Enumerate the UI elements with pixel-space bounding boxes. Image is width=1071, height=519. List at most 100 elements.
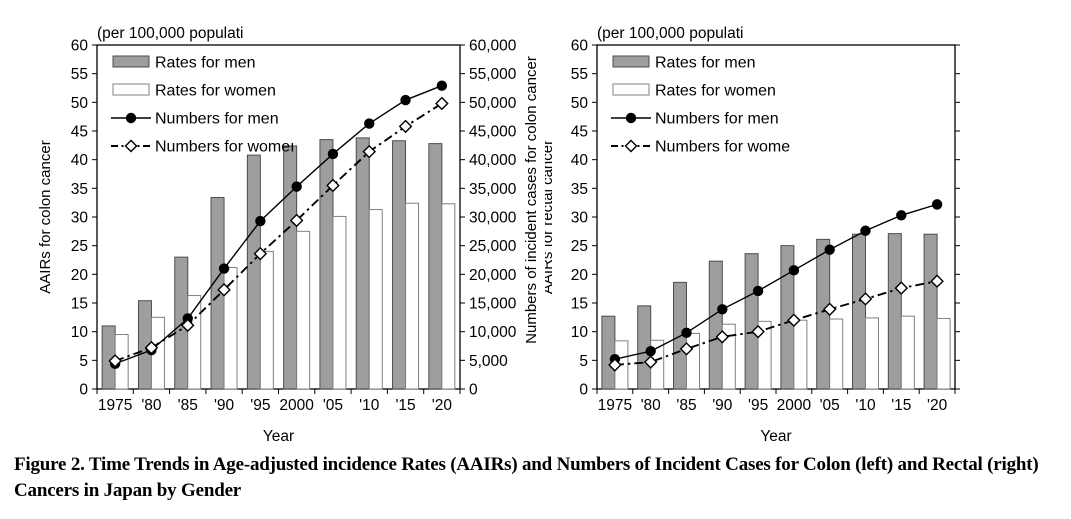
- marker-dot-numbers-for-men: [436, 80, 448, 91]
- legend-label-numbers-for-men: Numbers for men: [155, 111, 279, 128]
- legend-marker-diamond: [624, 139, 638, 153]
- figure-caption: Figure 2. Time Trends in Age-adjusted in…: [14, 454, 1039, 501]
- marker-dot-numbers-for-men: [931, 199, 943, 210]
- x-tick-label: 2000: [777, 397, 812, 414]
- y-tick-label-left: 35: [571, 181, 588, 198]
- y-tick-label-left: 0: [579, 382, 588, 399]
- bar-rates-for-men: [319, 139, 334, 390]
- marker-diamond-numbers-for-women: [435, 96, 449, 111]
- x-tick-label: '05: [323, 397, 343, 414]
- bars-rates-for-women: [614, 315, 951, 390]
- x-tick-label: '90: [214, 397, 235, 414]
- y-tick-label-right: 50,000: [469, 95, 517, 112]
- rectal-cancer-chart: (per 100,000 populati 0 5 10 15 20 25 30 35 40 45 5…: [539, 0, 1071, 450]
- marker-diamond-numbers-for-women: [858, 292, 873, 306]
- bar-rates-for-women: [757, 320, 772, 390]
- bar-rates-for-women: [405, 202, 420, 390]
- bar-rates-for-men: [601, 315, 616, 390]
- marker-diamond-numbers-for-women: [289, 213, 304, 228]
- bars-rates-for-women: [114, 202, 456, 390]
- x-tick-label: 2000: [279, 397, 314, 414]
- x-tick-label: '05: [820, 397, 840, 414]
- y-tick-label-left: 20: [571, 267, 589, 284]
- legend: Rates for men Rates for women Numbers for …: [611, 55, 790, 156]
- legend-swatch-rates-for-women: [112, 83, 150, 96]
- legend-swatch-rates-for-men: [612, 55, 650, 68]
- marker-dot-numbers-for-men: [788, 265, 800, 276]
- bar-rates-for-women: [259, 250, 274, 390]
- marker-dot-numbers-for-men: [400, 94, 411, 106]
- line-numbers-for-men: [114, 85, 443, 365]
- legend-marker-dot: [125, 112, 137, 124]
- x-tick-label: '20: [432, 397, 453, 414]
- marker-diamond-numbers-for-women: [608, 358, 622, 372]
- legend-marker-diamond: [124, 139, 138, 153]
- marker-diamond-numbers-for-women: [326, 178, 340, 193]
- marker-diamond-numbers-for-women: [398, 119, 413, 134]
- marker-dot-numbers-for-men: [860, 225, 871, 236]
- bars-rates-for-men: [601, 233, 938, 390]
- x-tick-label: 1975: [598, 397, 632, 414]
- y-tick-label-left: 40: [71, 152, 89, 169]
- marker-diamond-numbers-for-women: [894, 281, 909, 295]
- x-axis-title: Year: [760, 428, 791, 445]
- legend: Rates for men Rates for women Numbers for …: [111, 55, 295, 156]
- x-tick-label: '15: [395, 397, 415, 414]
- legend-label-rates-for-men: Rates for men: [155, 55, 255, 72]
- y-tick-label-right: 5,000: [469, 353, 508, 370]
- axis-ticks: [592, 44, 960, 394]
- y-axis-title-left: AAIRs for rectal cancer: [545, 140, 556, 294]
- y-tick-label-left: 15: [71, 296, 88, 313]
- axis-tick-labels: 0 5 10 15 20 25 30 35 40 45 50 55 60: [571, 38, 589, 399]
- markers-numbers-for-women: [608, 274, 944, 372]
- y-tick-label-left: 50: [71, 95, 89, 112]
- marker-dot-numbers-for-men: [327, 148, 339, 160]
- y-tick-label-left: 55: [571, 66, 588, 83]
- y-tick-label-right: 20,000: [469, 267, 517, 284]
- y-tick-label-right: 25,000: [469, 238, 517, 255]
- x-tick-label: '80: [641, 397, 662, 414]
- axis-ticks: [92, 44, 465, 394]
- marker-diamond-numbers-for-women: [144, 340, 159, 355]
- marker-dot-numbers-for-men: [182, 313, 193, 324]
- bar-rates-for-women: [686, 332, 700, 390]
- line-numbers-for-women: [614, 280, 938, 366]
- bar-rates-for-women: [223, 266, 238, 390]
- legend-swatch-rates-for-women: [612, 83, 650, 96]
- marker-diamond-numbers-for-women: [822, 302, 837, 317]
- y-tick-label-right: 60,000: [469, 38, 517, 55]
- legend-label-numbers-for-men: Numbers for men: [655, 111, 779, 128]
- y-tick-label-left: 5: [579, 353, 588, 370]
- x-tick-label: '95: [748, 397, 768, 414]
- y-tick-label-right: 40,000: [469, 152, 517, 169]
- y-tick-label-right: 45,000: [469, 124, 517, 141]
- x-tick-label: 1975: [98, 397, 132, 414]
- legend-label-rates-for-women: Rates for women: [155, 83, 276, 100]
- x-tick-label: '15: [891, 397, 911, 414]
- y-tick-label-left: 20: [71, 267, 89, 284]
- bar-rates-for-women: [332, 215, 347, 390]
- bar-rates-for-women: [296, 230, 311, 390]
- x-tick-label: '10: [359, 397, 380, 414]
- axis-tick-labels: 0 5 10 15 20 25 30 35 40 45 50 55 60 0 5,000 10,000 15,0…: [71, 38, 517, 399]
- y-tick-label-right: 30,000: [469, 210, 517, 227]
- y-tick-label-left: 45: [71, 124, 88, 141]
- x-tick-label: '85: [178, 397, 198, 414]
- markers-numbers-for-women: [108, 96, 449, 368]
- y-tick-label-right: 15,000: [469, 296, 517, 313]
- bar-rates-for-women: [900, 315, 915, 390]
- legend-label-numbers-for-women: Numbers for wome: [655, 139, 790, 156]
- y-tick-label-left: 30: [71, 210, 89, 227]
- legend-item-rates-for-men: Rates for men: [612, 55, 755, 72]
- y-tick-label-right: 10,000: [469, 324, 517, 341]
- bar-rates-for-men: [355, 137, 370, 390]
- y-tick-label-left: 50: [571, 95, 589, 112]
- bar-rates-for-women: [441, 203, 456, 390]
- y-axis-title-left: AAIRs for colon cancer: [37, 140, 54, 293]
- marker-diamond-numbers-for-women: [787, 313, 801, 327]
- marker-dot-numbers-for-men: [752, 285, 764, 297]
- legend-item-numbers-for-women: Numbers for wome: [611, 139, 790, 156]
- legend-swatch-rates-for-men: [112, 55, 150, 68]
- marker-diamond-numbers-for-women: [715, 330, 730, 344]
